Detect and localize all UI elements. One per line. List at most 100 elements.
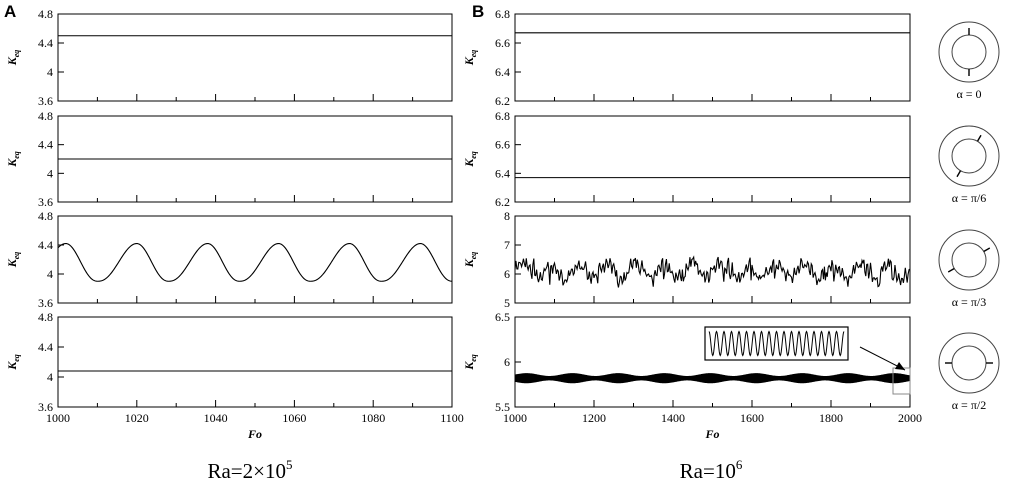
inner-cylinder — [951, 138, 987, 174]
plots-group: 3.644.44.8Keq3.644.44.8Keq3.644.44.8Keq1… — [5, 7, 922, 441]
y-tick-label: 6.8 — [495, 109, 510, 123]
y-tick-label: 6.6 — [495, 36, 510, 50]
y-tick-label: 6.4 — [495, 166, 510, 180]
x-tick-label: 1060 — [282, 411, 306, 425]
y-tick-label: 4 — [47, 267, 53, 281]
plot-a-3: 3.6 4 4.4 4.8 Keq — [5, 209, 453, 310]
inset-frame — [704, 326, 849, 361]
plot-b-4: 1000 1200 1400 1600 1800 2000 Fo 5.5 6 6.5 Keq — [462, 310, 922, 441]
y-axis-label: Keq — [5, 252, 21, 269]
inset-series-line — [708, 330, 845, 357]
y-tick-label: 4.4 — [38, 340, 53, 354]
bottom-label-a-sup: 5 — [286, 457, 293, 472]
bottom-label-b-base: Ra=10 — [680, 459, 736, 483]
y-tick-label: 3.6 — [38, 400, 53, 414]
x-tick-label: 1000 — [503, 411, 527, 425]
config-label: α = π/2 — [952, 398, 986, 412]
y-tick-label: 6.2 — [495, 195, 510, 209]
config-diagram-2: α = π/6 — [938, 125, 1000, 205]
y-tick-label: 4.4 — [38, 238, 53, 252]
x-axis-label: Fo — [704, 427, 719, 441]
y-tick-label: 6 — [504, 267, 510, 281]
y-tick-label: 3.6 — [38, 195, 53, 209]
outer-cylinder — [938, 21, 1000, 83]
plot-frame — [514, 13, 911, 102]
plot-a-2: 3.6 4 4.4 4.8 Keq — [5, 109, 453, 209]
config-label: α = π/3 — [952, 295, 986, 309]
fin — [976, 134, 982, 142]
x-tick-label: 1000 — [46, 411, 70, 425]
y-tick-label: 8 — [504, 209, 510, 223]
plot-b-1: 6.2 6.4 6.6 6.8 Keq — [462, 7, 911, 108]
y-tick-label: 3.6 — [38, 296, 53, 310]
y-tick-label: 4.4 — [38, 138, 53, 152]
x-axis-label: Fo — [247, 427, 262, 441]
outer-cylinder — [938, 229, 1000, 291]
y-axis-label: Keq — [462, 151, 478, 168]
y-tick-label: 4.8 — [38, 209, 53, 223]
y-axis-label: Keq — [5, 151, 21, 168]
panel-letter-a: A — [4, 2, 16, 21]
y-tick-label: 5 — [504, 296, 510, 310]
y-tick-label: 4 — [47, 65, 53, 79]
x-tick-label: 1040 — [204, 411, 228, 425]
config-diagram-1: α = 0 — [938, 21, 1000, 101]
plot-a-1: 3.6 4 4.4 4.8 Keq — [5, 7, 453, 108]
y-axis-label: Keq — [462, 354, 478, 371]
panel-letter-b: B — [472, 2, 484, 21]
x-tick-label: 1400 — [661, 411, 685, 425]
plot-frame — [514, 115, 911, 203]
series-line — [514, 255, 911, 288]
outer-cylinder — [938, 332, 1000, 394]
y-tick-label: 6.8 — [495, 7, 510, 21]
config-label: α = 0 — [956, 87, 981, 101]
y-tick-label: 4 — [47, 166, 53, 180]
config-diagram-4: α = π/2 — [938, 332, 1000, 412]
y-tick-label: 6.6 — [495, 138, 510, 152]
series-line — [57, 242, 453, 282]
plot-frame — [57, 13, 453, 102]
y-tick-label: 6.2 — [495, 94, 510, 108]
plot-b-2: 6.2 6.4 6.6 6.8 Keq — [462, 109, 911, 209]
x-tick-label: 1080 — [361, 411, 385, 425]
bottom-label-a: Ra=2×105 — [207, 457, 292, 483]
y-tick-label: 5.5 — [495, 400, 510, 414]
y-tick-label: 4.8 — [38, 109, 53, 123]
y-tick-label: 6.4 — [495, 65, 510, 79]
y-tick-label: 6.5 — [495, 310, 510, 324]
plot-frame — [57, 316, 453, 408]
bottom-label-a-base: Ra=2×10 — [207, 459, 286, 483]
x-tick-label: 2000 — [898, 411, 922, 425]
inner-cylinder — [951, 242, 987, 278]
plot-frame — [514, 215, 911, 304]
y-axis-label: Keq — [462, 50, 478, 67]
y-tick-label: 4.8 — [38, 7, 53, 21]
bottom-label-b-sup: 6 — [736, 457, 743, 472]
fin — [983, 247, 991, 253]
y-tick-label: 6 — [504, 355, 510, 369]
configurations-group: α = 0 α = π/6 α = π/3 α = π/2 — [938, 21, 1000, 412]
x-tick-label: 1600 — [740, 411, 764, 425]
y-tick-label: 4 — [47, 370, 53, 384]
y-axis-label: Keq — [462, 252, 478, 269]
plot-b-3: 5 6 7 8 Keq — [462, 209, 911, 310]
inner-cylinder — [951, 345, 987, 381]
inner-cylinder — [951, 34, 987, 70]
y-tick-label: 4.8 — [38, 310, 53, 324]
x-tick-label: 1100 — [440, 411, 464, 425]
inset-arrow-head — [895, 362, 905, 370]
y-tick-label: 7 — [504, 238, 510, 252]
x-tick-label: 1020 — [125, 411, 149, 425]
outer-cylinder — [938, 125, 1000, 187]
fin — [956, 170, 962, 178]
x-tick-label: 1200 — [582, 411, 606, 425]
bottom-label-b: Ra=106 — [680, 457, 743, 483]
y-tick-label: 4.4 — [38, 36, 53, 50]
y-axis-label: Keq — [5, 354, 21, 371]
x-tick-label: 1800 — [819, 411, 843, 425]
config-diagram-3: α = π/3 — [938, 229, 1000, 309]
fin — [947, 267, 955, 273]
y-axis-label: Keq — [5, 50, 21, 67]
series-line — [514, 373, 911, 384]
